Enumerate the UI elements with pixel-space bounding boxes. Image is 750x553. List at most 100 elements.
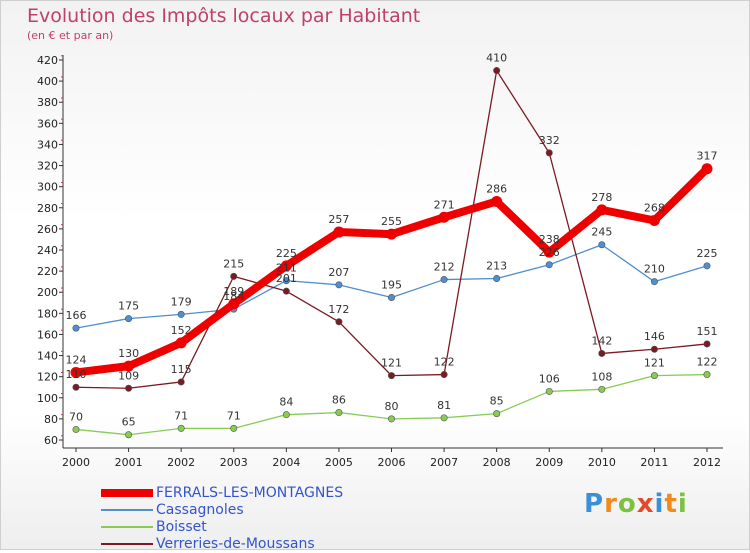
legend-swatch	[101, 543, 153, 545]
data-point	[386, 228, 397, 240]
data-point	[333, 226, 345, 238]
x-tick-label: 2006	[378, 456, 406, 469]
x-tick-label: 2000	[62, 456, 90, 469]
y-tick-label: 320	[37, 160, 58, 173]
y-tick-label: 420	[37, 54, 58, 67]
data-label: 84	[279, 396, 293, 409]
data-point	[282, 277, 290, 285]
data-label: 238	[539, 233, 560, 246]
data-point	[703, 371, 711, 379]
data-point	[648, 214, 660, 226]
y-tick-label: 220	[37, 265, 58, 278]
x-tick-label: 2003	[220, 456, 248, 469]
data-point	[387, 415, 395, 423]
data-point	[650, 372, 658, 380]
logo-letter: i	[654, 489, 665, 519]
data-label: 271	[434, 198, 455, 211]
data-label: 211	[276, 262, 297, 275]
data-point	[493, 410, 501, 418]
data-label: 255	[381, 215, 402, 228]
data-point	[545, 261, 553, 269]
y-tick-label: 180	[37, 307, 58, 320]
data-point	[335, 409, 343, 417]
data-point	[125, 384, 133, 392]
chart-title: Evolution des Impôts locaux par Habitant	[27, 5, 421, 27]
legend-label: Boisset	[156, 519, 207, 535]
data-label: 106	[539, 372, 560, 385]
legend-swatch	[101, 526, 153, 528]
y-tick-label: 260	[37, 223, 58, 236]
y-tick-label: 200	[37, 286, 58, 299]
data-label: 71	[227, 409, 241, 422]
data-label: 317	[697, 150, 718, 163]
y-tick-label: 300	[37, 181, 58, 194]
y-tick-label: 240	[37, 244, 58, 257]
data-point	[598, 385, 606, 393]
x-tick-label: 2012	[693, 456, 721, 469]
data-label: 215	[223, 257, 244, 270]
data-label: 151	[697, 325, 718, 338]
y-tick-label: 140	[37, 350, 58, 363]
data-point	[440, 414, 448, 422]
data-label: 166	[66, 309, 87, 322]
logo-letter: o	[617, 489, 637, 519]
y-tick-label: 160	[37, 328, 58, 341]
data-label: 71	[174, 409, 188, 422]
data-point	[177, 424, 185, 432]
data-label: 172	[328, 303, 349, 316]
y-tick-label: 60	[44, 434, 58, 447]
y-tick-label: 80	[44, 413, 58, 426]
data-label: 213	[486, 260, 507, 273]
data-label: 257	[328, 213, 349, 226]
data-label: 226	[539, 246, 560, 259]
logo-letter: x	[636, 489, 655, 519]
data-point	[70, 366, 82, 378]
data-label: 225	[276, 247, 297, 260]
data-point	[650, 345, 658, 353]
data-point	[493, 67, 501, 75]
data-label: 179	[171, 295, 192, 308]
legend-label: Verreries-de-Moussans	[156, 536, 315, 552]
data-point	[175, 337, 187, 349]
data-label: 130	[118, 347, 139, 360]
legend-label: Cassagnoles	[156, 502, 244, 518]
data-point	[387, 293, 395, 301]
data-point	[493, 274, 501, 282]
data-label: 65	[122, 416, 136, 429]
data-point	[543, 246, 555, 258]
data-label: 189	[223, 285, 244, 298]
data-label: 146	[644, 330, 665, 343]
data-label: 201	[276, 272, 297, 285]
logo-letter: P	[584, 489, 605, 519]
data-label: 109	[118, 369, 139, 382]
y-tick-label: 280	[37, 202, 58, 215]
series-line-0	[72, 164, 711, 377]
logo-letter: r	[604, 489, 618, 519]
data-point	[491, 195, 503, 207]
data-point	[280, 260, 292, 272]
data-label: 268	[644, 201, 665, 214]
data-point	[125, 315, 133, 323]
y-tick-label: 360	[37, 117, 58, 130]
y-tick-label: 400	[37, 75, 58, 88]
data-label: 332	[539, 134, 560, 147]
data-label: 184	[223, 290, 244, 303]
x-tick-label: 2007	[430, 456, 458, 469]
data-label: 152	[171, 324, 192, 337]
data-label: 142	[591, 334, 612, 347]
legend-label: FERRALS-LES-MONTAGNES	[156, 485, 344, 501]
data-point	[545, 149, 553, 157]
data-point	[598, 349, 606, 357]
y-tick-label: 100	[37, 392, 58, 405]
data-label: 212	[434, 261, 455, 274]
data-label: 210	[644, 263, 665, 276]
y-tick-label: 120	[37, 371, 58, 384]
data-point	[650, 278, 658, 286]
data-point	[125, 431, 133, 439]
data-point	[335, 281, 343, 289]
data-point	[177, 310, 185, 318]
legend-swatch	[101, 509, 153, 511]
data-label: 121	[644, 357, 665, 370]
x-tick-label: 2002	[167, 456, 195, 469]
